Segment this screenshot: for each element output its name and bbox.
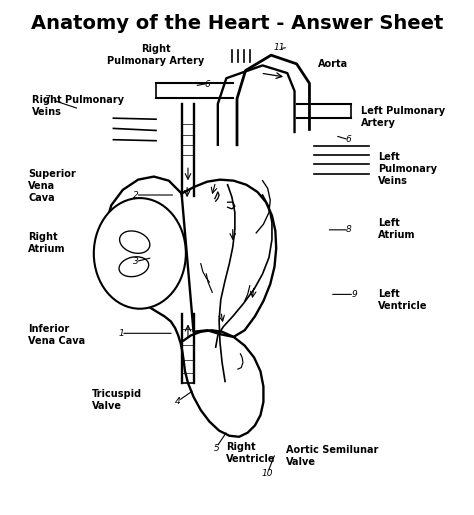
Text: 3: 3	[133, 257, 138, 266]
Text: 8: 8	[346, 226, 352, 234]
Text: Left
Ventricle: Left Ventricle	[378, 288, 427, 311]
Text: 10: 10	[262, 469, 273, 478]
Text: 4: 4	[175, 398, 181, 406]
Text: Right Pulmonary
Veins: Right Pulmonary Veins	[32, 95, 125, 117]
Text: 9: 9	[351, 290, 357, 299]
Text: Right
Pulmonary Artery: Right Pulmonary Artery	[108, 44, 205, 66]
Text: Right
Ventricle: Right Ventricle	[227, 442, 276, 464]
Circle shape	[94, 198, 186, 308]
Text: 11: 11	[274, 43, 285, 52]
Text: 7: 7	[45, 95, 50, 104]
Text: Right
Atrium: Right Atrium	[28, 232, 66, 254]
Text: 5: 5	[214, 443, 219, 453]
Text: Inferior
Vena Cava: Inferior Vena Cava	[28, 324, 85, 347]
Text: 6: 6	[204, 80, 210, 89]
Text: Aorta: Aorta	[318, 59, 348, 69]
Text: 2: 2	[133, 191, 138, 199]
Text: Left
Pulmonary
Veins: Left Pulmonary Veins	[378, 152, 437, 186]
Text: 6: 6	[346, 135, 352, 144]
Text: Tricuspid
Valve: Tricuspid Valve	[92, 389, 142, 411]
Text: Aortic Semilunar
Valve: Aortic Semilunar Valve	[286, 445, 378, 467]
Text: Left Pulmonary
Artery: Left Pulmonary Artery	[361, 106, 445, 128]
Text: Superior
Vena
Cava: Superior Vena Cava	[28, 169, 76, 203]
Text: Left
Atrium: Left Atrium	[378, 218, 415, 241]
Text: Anatomy of the Heart - Answer Sheet: Anatomy of the Heart - Answer Sheet	[31, 14, 443, 33]
Text: 1: 1	[118, 329, 124, 338]
